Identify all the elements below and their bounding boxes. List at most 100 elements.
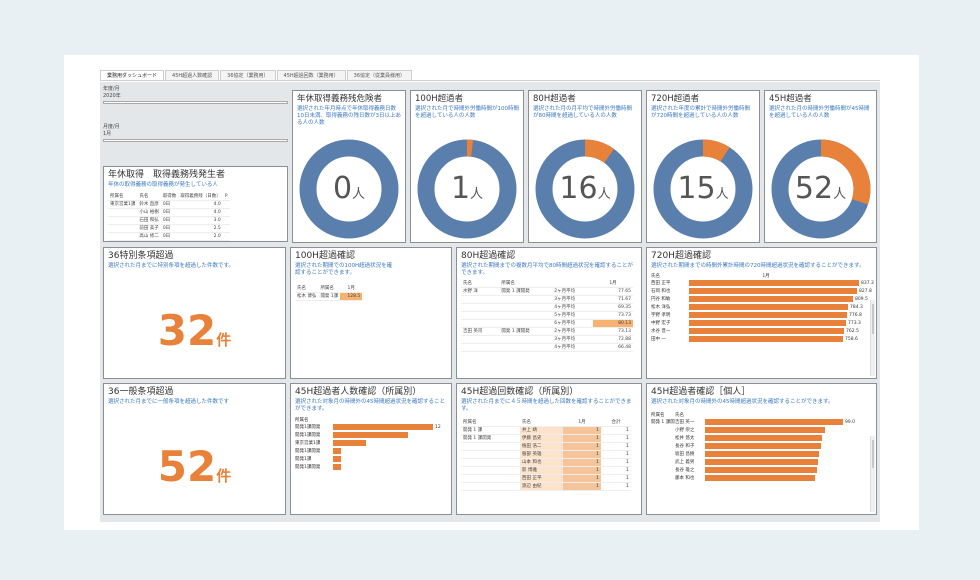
- bar-row[interactable]: 小野 崇之: [651, 426, 876, 434]
- table-row[interactable]: 西田 正平 1 1: [461, 474, 631, 483]
- bar-row[interactable]: 武上 義男: [651, 458, 876, 466]
- cell-dept: [499, 311, 553, 320]
- bar-row[interactable]: 宇野 孝明 776.8: [651, 311, 876, 319]
- table-row[interactable]: 石田 和弘 0日 3.0: [108, 216, 230, 225]
- cell-total: 1: [601, 442, 631, 451]
- cell-value: 73.73: [593, 311, 633, 320]
- table-header: 氏名: [295, 285, 319, 293]
- bar-row[interactable]: 松木 洋弘 784.3: [651, 303, 876, 311]
- cell-p: [222, 208, 230, 217]
- cell-dept: [461, 482, 521, 491]
- table-row[interactable]: 山本 和也 1 1: [461, 458, 631, 467]
- kpi-value: 52人: [765, 171, 876, 206]
- bar-row[interactable]: 松井 悠太: [651, 434, 876, 442]
- bar-row[interactable]: 開発1課開発 12: [295, 423, 451, 431]
- table-row[interactable]: 6ヶ月平均 80.13: [461, 319, 633, 328]
- cell-period: 6ヶ月平均: [552, 319, 593, 328]
- bar-row[interactable]: 開発1課開発: [295, 431, 451, 439]
- kpi-unit: 人: [833, 187, 847, 202]
- h45person-subtitle: 選択された対象月の時間外の45時間超過状況を確認することができます。: [651, 399, 834, 405]
- table-row[interactable]: 開発 1 課開発 伊藤 昌史 1 1: [461, 434, 631, 443]
- bar-row[interactable]: 開発1課開発: [295, 447, 451, 455]
- table-header: 所属名: [108, 193, 138, 201]
- cell-total: 1: [601, 474, 631, 483]
- bar-row[interactable]: 開発1課開発: [295, 463, 451, 471]
- cell-month: 1: [563, 434, 601, 443]
- h720-scrollbar[interactable]: [870, 300, 875, 376]
- table-header: 1月: [340, 285, 363, 293]
- bar-row[interactable]: 円谷 和敏 809.5: [651, 295, 876, 303]
- h45person-title: 45H超過者確認［個人］: [651, 387, 751, 397]
- table-row[interactable]: 高山 修二 0日 2.0: [108, 232, 230, 241]
- table-row[interactable]: 松木 博弘 開発 1課 128.5: [295, 292, 363, 301]
- table-row[interactable]: 影 博雅 1 1: [461, 466, 631, 475]
- donut-track: [299, 139, 399, 239]
- h45person-scrollbar[interactable]: [870, 436, 875, 512]
- month-slider[interactable]: [103, 139, 288, 142]
- table-row[interactable]: 4ヶ月平均 69.35: [461, 303, 633, 312]
- kpi-panel: 45H超過者 選択された月の時間外労働時間が45時間を超過している人の人数 52人: [764, 90, 877, 243]
- h45count-table: 所属名 氏名 1月 合計 開発 1 課井上 靖 1 1 開発 1 課開発 伊藤 昌史 1 1…: [461, 419, 631, 491]
- bar-value: 809.5: [855, 296, 868, 302]
- year-slider[interactable]: [103, 101, 288, 104]
- tab-45h-count[interactable]: 45H超過人数確認: [165, 70, 220, 80]
- month-filter[interactable]: 月度/月 1月: [103, 124, 288, 142]
- cell-name: [461, 335, 500, 344]
- cell-name: [461, 303, 500, 312]
- table-row[interactable]: 服部 英雄 1 1: [461, 450, 631, 459]
- bar-row[interactable]: 長谷 雄之: [651, 466, 876, 474]
- h45count-title: 45H超過回数確認（所属別）: [461, 387, 579, 397]
- h45dept-panel: 45H超過者人数確認（所属別） 選択された対象月の時間外の45時間超過状況を確認…: [290, 383, 452, 515]
- tab-36-agreement[interactable]: 36協定（業務用）: [220, 70, 276, 80]
- table-row[interactable]: 小山 裕樹 0日 4.0: [108, 208, 230, 217]
- tab-45h-times[interactable]: 45H超過回数（業務用）: [276, 70, 346, 80]
- table-row[interactable]: 3ヶ月平均 72.88: [461, 335, 633, 344]
- table-row[interactable]: 5ヶ月平均 73.73: [461, 311, 633, 320]
- bar-value: 12: [435, 424, 441, 430]
- bar-row[interactable]: 長谷 和子: [651, 442, 876, 450]
- cell-total: 1: [601, 466, 631, 475]
- tab-business-dashboard[interactable]: 業務用ダッシュボード: [100, 70, 165, 80]
- bar-label: 中野 宏子: [651, 321, 671, 326]
- year-filter[interactable]: 年度/月 2020年: [103, 86, 288, 104]
- bar-row[interactable]: 水谷 晋一 762.5: [651, 327, 876, 335]
- h100-title: 100H超過確認: [295, 251, 355, 261]
- table-row[interactable]: 4ヶ月平均 66.48: [461, 343, 633, 352]
- bar-row[interactable]: 田中 一 758.6: [651, 335, 876, 343]
- kpi-subtitle: 選択された月の月平均で時間外労働時間が80時間を超過している人の人数: [533, 106, 633, 119]
- cell-total: 1: [601, 434, 631, 443]
- table-row[interactable]: 3ヶ月平均 71.67: [461, 295, 633, 304]
- kpi-value: 0人: [293, 171, 405, 206]
- table-row[interactable]: 東京営業1課 鈴木 直彦 0日 4.0: [108, 200, 230, 209]
- bar-row[interactable]: 東京営業1課: [295, 439, 451, 447]
- kpi-value: 1人: [411, 171, 523, 206]
- bar-row[interactable]: 石岡 和也 827.8: [651, 287, 876, 295]
- bar-value: 827.8: [859, 288, 872, 294]
- table-row[interactable]: 前田 美子 0日 2.5: [108, 224, 230, 233]
- bar-row[interactable]: 坂田 昌樹: [651, 450, 876, 458]
- table-header: 取得数: [160, 193, 179, 201]
- cell-name: 植田 浩二: [520, 442, 563, 451]
- cell-dept: 開発 1課: [318, 292, 341, 301]
- table-row[interactable]: 吉田 英司 開発 1 課開発 2ヶ月平均 73.13: [461, 327, 633, 336]
- cell-name: 服部 英雄: [520, 450, 563, 459]
- cell-month: 1: [563, 426, 601, 435]
- cell-value: 72.88: [593, 335, 633, 344]
- bar-row[interactable]: 開発1課: [295, 455, 451, 463]
- bar-row[interactable]: 中野 宏子 773.3: [651, 319, 876, 327]
- bar-row[interactable]: 開発 1 課開発吉田 英一 99.0: [651, 418, 876, 426]
- kpi-title: 100H超過者: [415, 94, 464, 104]
- cell-total: 1: [601, 426, 631, 435]
- bar-label: 武上 義男: [675, 460, 695, 465]
- table-row[interactable]: 渡辺 由紀 1 1: [461, 482, 631, 491]
- kpi-title: 45H超過者: [769, 94, 812, 104]
- tab-36-employee[interactable]: 36協定（従業員様用）: [346, 70, 413, 80]
- bar-label: 西田 正平: [651, 281, 671, 286]
- table-row[interactable]: 水野 洋開発 1 課開発 2ヶ月平均 77.65: [461, 287, 633, 296]
- bar-row[interactable]: 西田 正平 837.3: [651, 279, 876, 287]
- bar-row[interactable]: 藤本 和也: [651, 474, 876, 482]
- bar-label: 水谷 晋一: [651, 329, 671, 334]
- table-row[interactable]: 植田 浩二 1 1: [461, 442, 631, 451]
